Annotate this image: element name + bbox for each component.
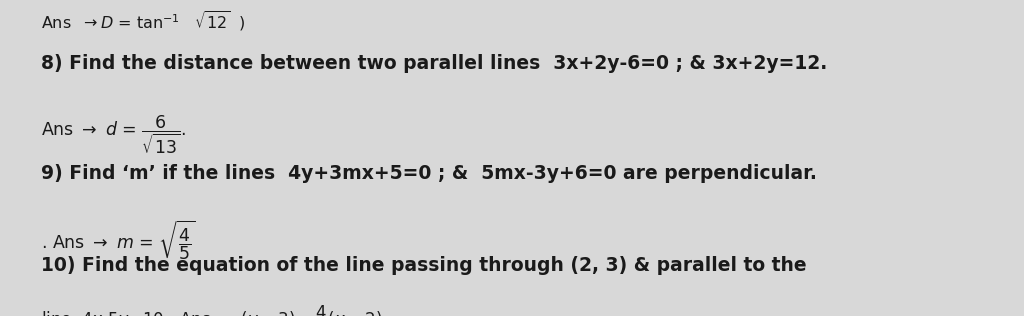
Text: 9) Find ‘m’ if the lines  4y+3mx+5=0 ; &  5mx-3y+6=0 are perpendicular.: 9) Find ‘m’ if the lines 4y+3mx+5=0 ; & … bbox=[41, 164, 817, 183]
Text: Ans  $\to D$ = tan$^{-1}$   $\sqrt{12}$  ): Ans $\to D$ = tan$^{-1}$ $\sqrt{12}$ ) bbox=[41, 9, 246, 33]
Text: Ans $\to$ $d$ = $\dfrac{6}{\sqrt{13}}$.: Ans $\to$ $d$ = $\dfrac{6}{\sqrt{13}}$. bbox=[41, 114, 186, 156]
Text: 8) Find the distance between two parallel lines  3x+2y-6=0 ; & 3x+2y=12.: 8) Find the distance between two paralle… bbox=[41, 54, 827, 73]
Text: line  4x-5y=10.  Ans $\to$ $(y-3)=\dfrac{4}{5}(x-2)$.: line 4x-5y=10. Ans $\to$ $(y-3)=\dfrac{4… bbox=[41, 303, 387, 316]
Text: . Ans $\to$ $m$ = $\sqrt{\dfrac{4}{5}}$: . Ans $\to$ $m$ = $\sqrt{\dfrac{4}{5}}$ bbox=[41, 218, 196, 262]
Text: 10) Find the equation of the line passing through (2, 3) & parallel to the: 10) Find the equation of the line passin… bbox=[41, 256, 807, 275]
